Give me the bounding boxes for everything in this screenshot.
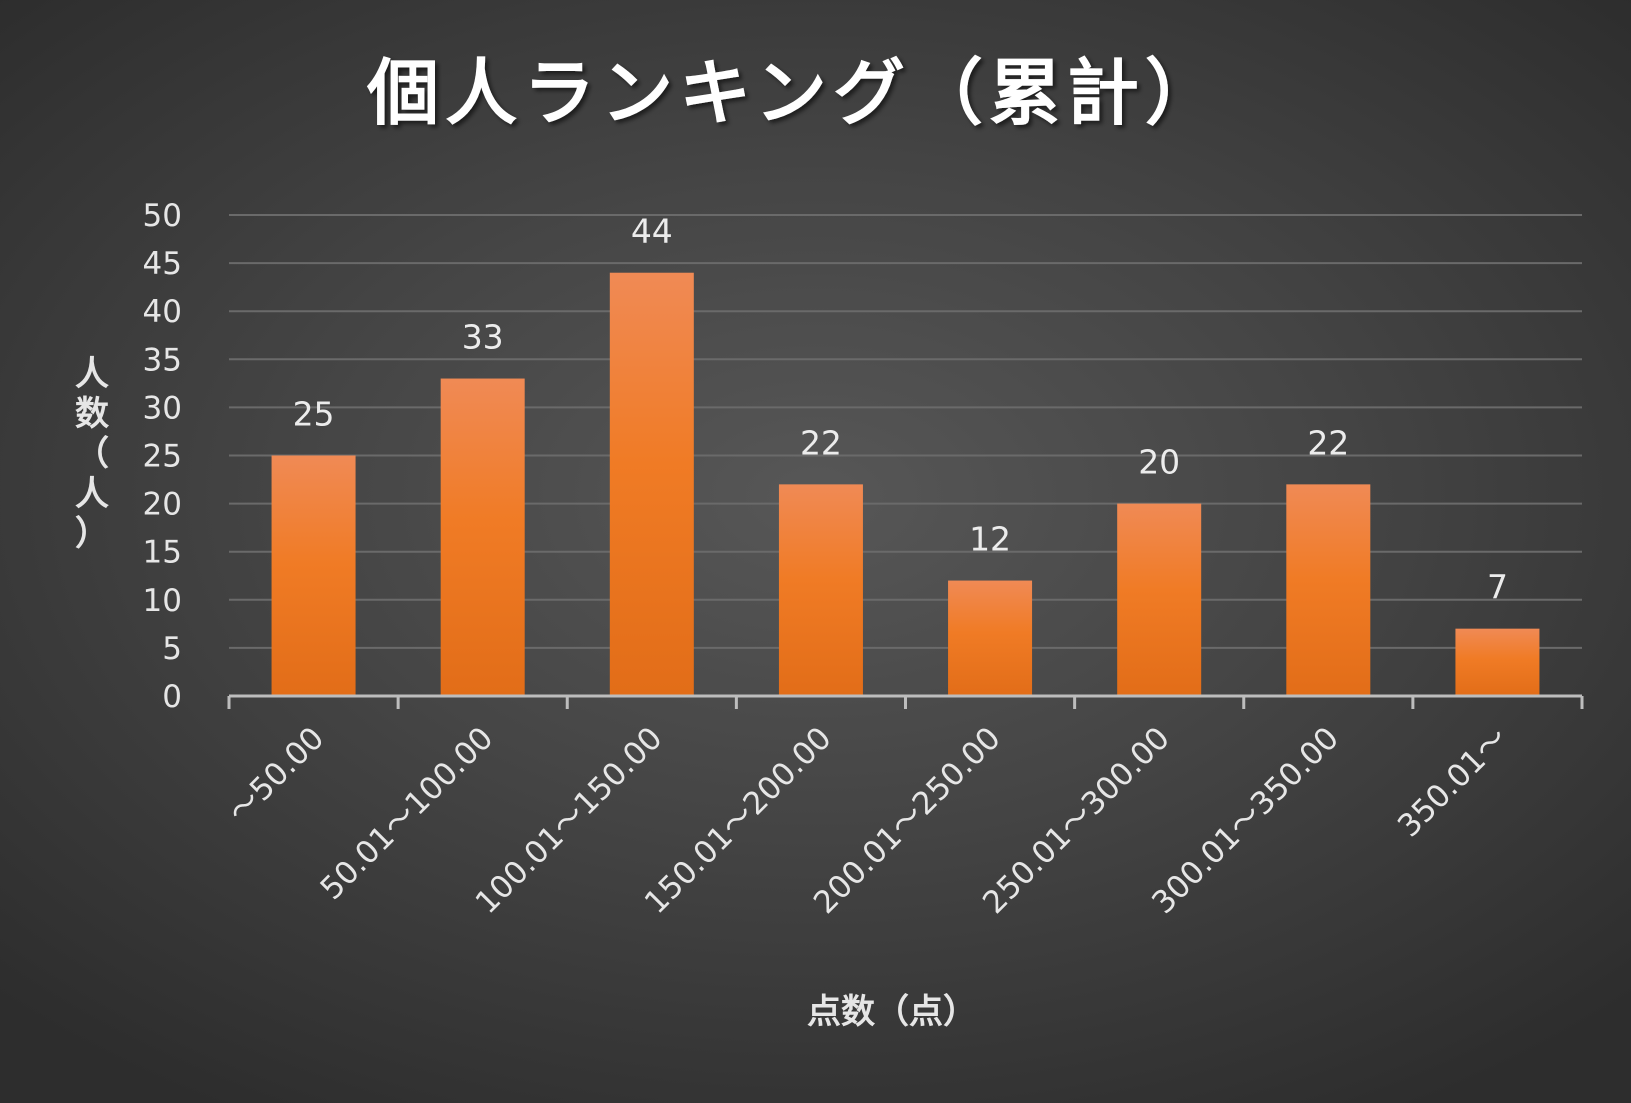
y-tick-label: 20 — [143, 487, 182, 523]
x-category-label: 200.01～250.00 — [807, 720, 1008, 921]
y-axis-title: 人数（人） — [75, 354, 109, 554]
chart-title: 個人ランキング（累計） — [366, 51, 1223, 135]
y-tick-label: 35 — [143, 342, 182, 378]
x-category-label: 250.01～300.00 — [976, 720, 1177, 921]
bar — [271, 455, 356, 696]
y-tick-label: 40 — [143, 294, 182, 330]
data-label: 22 — [1307, 423, 1349, 462]
x-axis-title: 点数（点） — [807, 992, 977, 1032]
bar — [440, 378, 525, 696]
x-category-label: 50.01～100.00 — [314, 720, 501, 907]
x-axis-categories: ～50.0050.01～100.00100.01～150.00150.01～20… — [221, 720, 1515, 921]
x-category-label: 350.01～ — [1391, 720, 1515, 844]
bars — [271, 272, 1540, 696]
gridlines — [229, 214, 1582, 649]
y-tick-label: 25 — [143, 439, 182, 475]
data-label: 20 — [1138, 443, 1180, 482]
y-tick-label: 5 — [162, 631, 182, 667]
bar — [1286, 484, 1371, 696]
bar — [948, 580, 1033, 696]
y-tick-label: 15 — [143, 535, 182, 571]
data-label: 7 — [1487, 568, 1508, 607]
x-category-label: 100.01～150.00 — [469, 720, 670, 921]
x-category-label: 150.01～200.00 — [638, 720, 839, 921]
data-label: 25 — [293, 395, 335, 434]
y-tick-label: 0 — [162, 679, 182, 715]
data-label: 44 — [631, 212, 673, 251]
bar — [1117, 503, 1202, 696]
x-category-label: ～50.00 — [221, 720, 331, 830]
y-tick-label: 30 — [143, 390, 182, 426]
data-labels: 25 33 44 22 12 20 22 7 — [293, 212, 1508, 607]
bar — [1455, 628, 1540, 696]
y-tick-label: 50 — [143, 198, 182, 234]
bar — [778, 484, 863, 696]
x-category-label: 300.01～350.00 — [1145, 720, 1346, 921]
data-label: 22 — [800, 423, 842, 462]
x-axis — [227, 694, 1584, 709]
data-label: 33 — [462, 318, 504, 357]
y-tick-label: 10 — [143, 583, 182, 619]
y-tick-label: 45 — [143, 246, 182, 282]
data-label: 12 — [969, 520, 1011, 559]
y-axis-ticks: 0 5 10 15 20 25 30 35 40 45 50 — [143, 198, 182, 715]
bar — [609, 272, 694, 696]
